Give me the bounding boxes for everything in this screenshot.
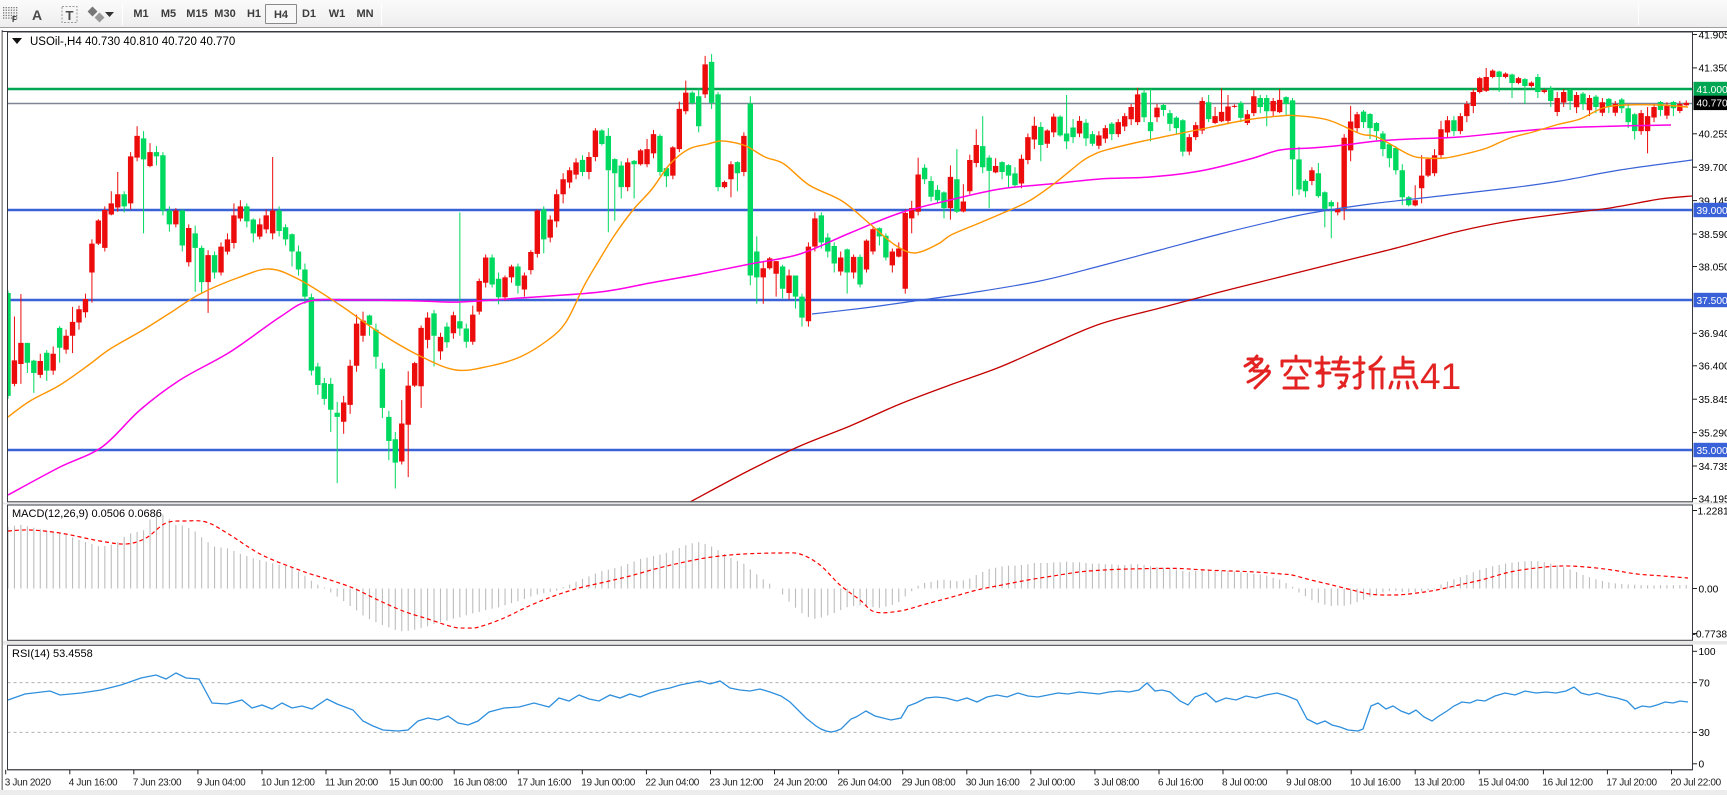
svg-text:4 Jun 16:00: 4 Jun 16:00: [69, 778, 118, 789]
svg-text:USOil-,H4 40.730 40.810 40.72: USOil-,H4 40.730 40.810 40.720 40.770: [30, 36, 235, 48]
svg-text:70: 70: [1699, 678, 1711, 689]
svg-text:24 Jun 20:00: 24 Jun 20:00: [774, 778, 828, 789]
svg-text:8 Jul 00:00: 8 Jul 00:00: [1222, 778, 1268, 789]
svg-text:40.255: 40.255: [1699, 130, 1727, 141]
svg-text:10 Jul 16:00: 10 Jul 16:00: [1350, 778, 1401, 789]
svg-text:6 Jul 16:00: 6 Jul 16:00: [1158, 778, 1204, 789]
svg-text:40.770: 40.770: [1697, 99, 1727, 110]
svg-text:13 Jul 20:00: 13 Jul 20:00: [1414, 778, 1465, 789]
svg-text:MACD(12,26,9) 0.0506 0.0686: MACD(12,26,9) 0.0506 0.0686: [12, 508, 162, 520]
svg-text:3 Jun 2020: 3 Jun 2020: [5, 778, 52, 789]
svg-text:20 Jul 22:00: 20 Jul 22:00: [1671, 778, 1722, 789]
svg-text:9 Jun 04:00: 9 Jun 04:00: [197, 778, 246, 789]
svg-text:100: 100: [1699, 647, 1716, 658]
svg-text:A: A: [32, 7, 42, 23]
svg-text:7 Jun 23:00: 7 Jun 23:00: [133, 778, 182, 789]
svg-text:16 Jul 12:00: 16 Jul 12:00: [1542, 778, 1593, 789]
svg-text:37.500: 37.500: [1697, 296, 1727, 307]
svg-text:36.400: 36.400: [1699, 362, 1727, 373]
svg-text:15 Jun 00:00: 15 Jun 00:00: [389, 778, 443, 789]
svg-text:9 Jul 08:00: 9 Jul 08:00: [1286, 778, 1332, 789]
svg-text:38.590: 38.590: [1699, 230, 1727, 241]
svg-text:0.00: 0.00: [1699, 584, 1719, 595]
svg-text:15 Jul 04:00: 15 Jul 04:00: [1478, 778, 1529, 789]
svg-text:11 Jun 20:00: 11 Jun 20:00: [325, 778, 379, 789]
svg-text:41.905: 41.905: [1699, 30, 1727, 41]
svg-text:35.845: 35.845: [1699, 395, 1727, 406]
svg-text:34.735: 34.735: [1699, 462, 1727, 473]
svg-text:17 Jul 20:00: 17 Jul 20:00: [1606, 778, 1657, 789]
svg-text:34.195: 34.195: [1699, 494, 1727, 505]
svg-text:RSI(14) 53.4558: RSI(14) 53.4558: [12, 648, 93, 660]
svg-text:41.350: 41.350: [1699, 64, 1727, 75]
svg-text:2 Jul 00:00: 2 Jul 00:00: [1030, 778, 1076, 789]
svg-text:35.290: 35.290: [1699, 428, 1727, 439]
svg-text:16 Jun 08:00: 16 Jun 08:00: [453, 778, 507, 789]
svg-text:F: F: [12, 15, 17, 24]
svg-text:3 Jul 08:00: 3 Jul 08:00: [1094, 778, 1140, 789]
svg-text:19 Jun 00:00: 19 Jun 00:00: [581, 778, 635, 789]
svg-text:0: 0: [1699, 760, 1705, 771]
svg-text:36.940: 36.940: [1699, 329, 1727, 340]
svg-text:17 Jun 16:00: 17 Jun 16:00: [517, 778, 571, 789]
svg-text:29 Jun 08:00: 29 Jun 08:00: [902, 778, 956, 789]
svg-text:41.000: 41.000: [1697, 85, 1727, 96]
svg-text:-0.7738: -0.7738: [1693, 629, 1727, 640]
svg-text:30: 30: [1699, 728, 1711, 739]
svg-text:39.000: 39.000: [1697, 206, 1727, 217]
svg-text:23 Jun 12:00: 23 Jun 12:00: [710, 778, 764, 789]
svg-text:41: 41: [1420, 356, 1461, 397]
svg-text:T: T: [66, 8, 74, 23]
svg-text:30 Jun 16:00: 30 Jun 16:00: [966, 778, 1020, 789]
svg-text:22 Jun 04:00: 22 Jun 04:00: [645, 778, 699, 789]
svg-text:26 Jun 04:00: 26 Jun 04:00: [838, 778, 892, 789]
svg-text:10 Jun 12:00: 10 Jun 12:00: [261, 778, 315, 789]
svg-text:1.2281: 1.2281: [1698, 506, 1727, 517]
svg-text:38.050: 38.050: [1699, 262, 1727, 273]
svg-text:39.700: 39.700: [1699, 163, 1727, 174]
svg-text:35.000: 35.000: [1697, 446, 1727, 457]
